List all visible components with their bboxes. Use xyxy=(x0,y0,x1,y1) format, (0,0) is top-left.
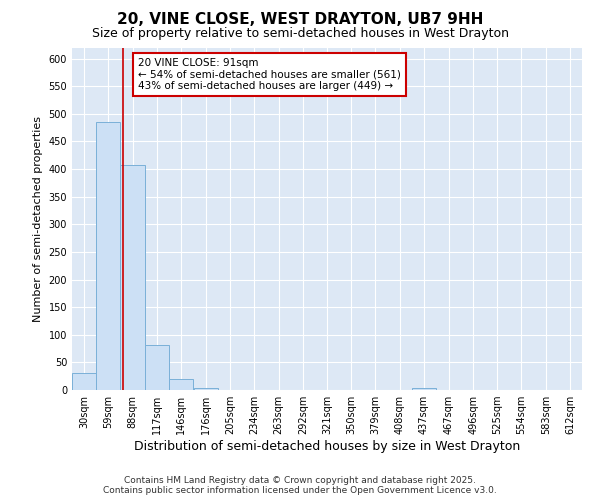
Text: 20, VINE CLOSE, WEST DRAYTON, UB7 9HH: 20, VINE CLOSE, WEST DRAYTON, UB7 9HH xyxy=(117,12,483,28)
Y-axis label: Number of semi-detached properties: Number of semi-detached properties xyxy=(33,116,43,322)
Text: Contains HM Land Registry data © Crown copyright and database right 2025.
Contai: Contains HM Land Registry data © Crown c… xyxy=(103,476,497,495)
Bar xyxy=(121,165,145,390)
Bar xyxy=(96,122,121,390)
X-axis label: Distribution of semi-detached houses by size in West Drayton: Distribution of semi-detached houses by … xyxy=(134,440,520,453)
Bar xyxy=(412,388,436,390)
Text: 20 VINE CLOSE: 91sqm
← 54% of semi-detached houses are smaller (561)
43% of semi: 20 VINE CLOSE: 91sqm ← 54% of semi-detac… xyxy=(139,58,401,91)
Bar xyxy=(145,344,169,390)
Bar xyxy=(194,388,218,390)
Text: Size of property relative to semi-detached houses in West Drayton: Size of property relative to semi-detach… xyxy=(91,28,509,40)
Bar xyxy=(169,379,193,390)
Bar xyxy=(72,374,96,390)
